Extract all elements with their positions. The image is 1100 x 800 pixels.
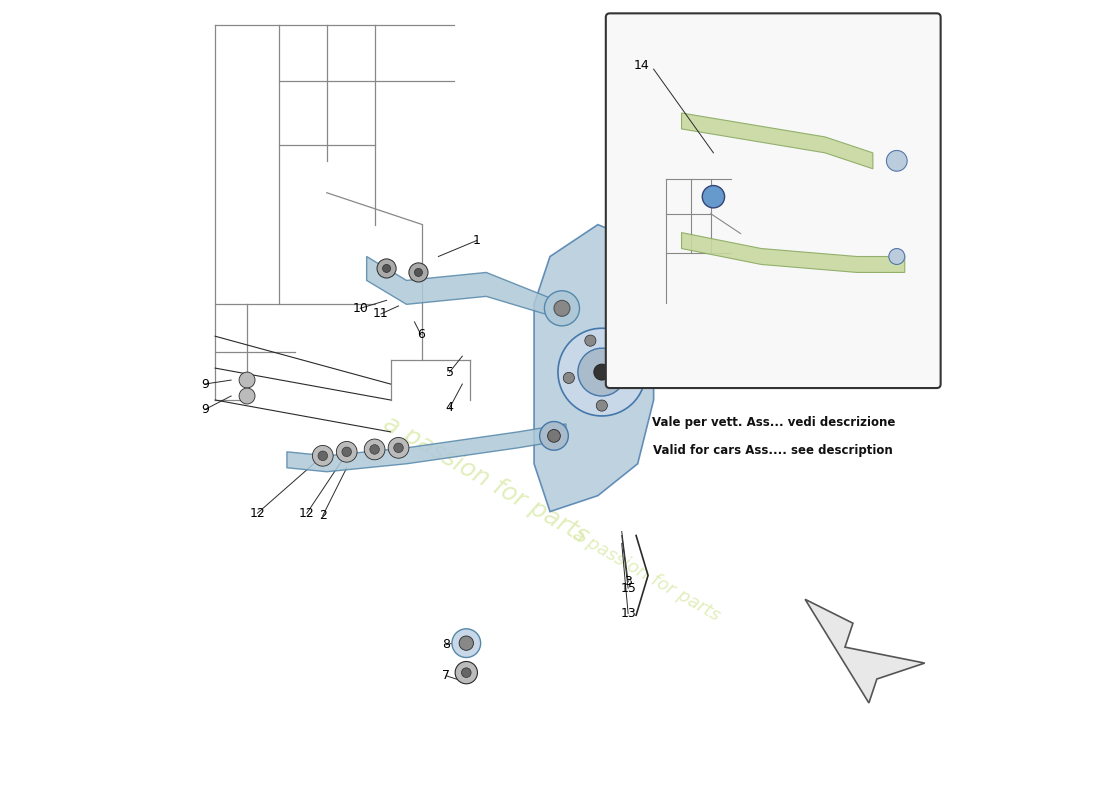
Circle shape — [702, 186, 725, 208]
Polygon shape — [535, 225, 653, 512]
Text: 3: 3 — [624, 575, 632, 588]
Circle shape — [337, 442, 358, 462]
Circle shape — [578, 348, 626, 396]
Circle shape — [239, 372, 255, 388]
Circle shape — [370, 445, 379, 454]
Polygon shape — [682, 233, 905, 273]
Circle shape — [394, 443, 404, 453]
Circle shape — [455, 662, 477, 684]
Circle shape — [558, 328, 646, 416]
Text: 2: 2 — [319, 509, 327, 522]
Text: 12: 12 — [250, 506, 265, 520]
Circle shape — [594, 364, 609, 380]
Circle shape — [377, 259, 396, 278]
Circle shape — [887, 150, 907, 171]
Text: 12: 12 — [299, 506, 315, 520]
Text: 11: 11 — [373, 307, 389, 321]
Circle shape — [585, 335, 596, 346]
Circle shape — [409, 263, 428, 282]
Text: 4: 4 — [446, 402, 453, 414]
Circle shape — [625, 350, 637, 361]
FancyBboxPatch shape — [606, 14, 940, 388]
Text: a passion for parts: a passion for parts — [569, 526, 723, 625]
Circle shape — [312, 446, 333, 466]
Circle shape — [544, 290, 580, 326]
Text: 9: 9 — [201, 378, 209, 390]
Circle shape — [563, 372, 574, 383]
Circle shape — [318, 451, 328, 461]
Circle shape — [452, 629, 481, 658]
Circle shape — [596, 400, 607, 411]
Circle shape — [342, 447, 352, 457]
Text: 15: 15 — [620, 582, 636, 594]
Circle shape — [388, 438, 409, 458]
Circle shape — [364, 439, 385, 460]
Circle shape — [540, 422, 569, 450]
Text: a passion for parts: a passion for parts — [379, 411, 593, 549]
Circle shape — [415, 269, 422, 277]
Text: 14: 14 — [634, 58, 650, 72]
Polygon shape — [805, 599, 925, 703]
Circle shape — [554, 300, 570, 316]
Polygon shape — [366, 257, 565, 320]
Text: 10: 10 — [352, 302, 368, 315]
Circle shape — [548, 430, 560, 442]
Circle shape — [383, 265, 390, 273]
Polygon shape — [682, 113, 873, 169]
Text: 8: 8 — [442, 638, 450, 651]
Circle shape — [239, 388, 255, 404]
Text: 1: 1 — [473, 234, 481, 247]
Text: Vale per vett. Ass... vedi descrizione: Vale per vett. Ass... vedi descrizione — [651, 416, 895, 429]
Text: Valid for cars Ass.... see description: Valid for cars Ass.... see description — [653, 444, 893, 457]
Text: 5: 5 — [446, 366, 453, 378]
Text: 13: 13 — [620, 607, 636, 620]
Text: 7: 7 — [442, 670, 450, 682]
Circle shape — [889, 249, 905, 265]
Text: 6: 6 — [417, 328, 425, 341]
Circle shape — [462, 668, 471, 678]
Text: 9: 9 — [201, 403, 209, 416]
Polygon shape — [287, 424, 565, 472]
Circle shape — [459, 636, 473, 650]
